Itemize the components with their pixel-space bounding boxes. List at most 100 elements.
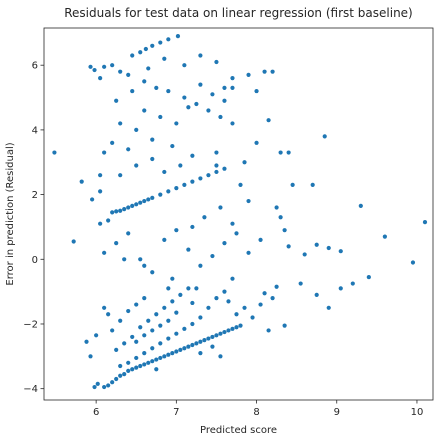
- data-point: [182, 326, 187, 331]
- data-point: [422, 219, 428, 225]
- data-point: [98, 221, 103, 226]
- data-point: [170, 351, 175, 356]
- data-point: [326, 305, 331, 310]
- data-point: [90, 197, 95, 202]
- data-point: [122, 207, 127, 212]
- data-point: [142, 351, 147, 356]
- data-point: [194, 341, 199, 346]
- data-point: [134, 163, 139, 168]
- data-point: [122, 372, 127, 377]
- x-axis-label: Predicted score: [200, 425, 277, 436]
- data-point: [186, 344, 191, 349]
- data-point: [102, 150, 107, 155]
- data-point: [138, 257, 143, 262]
- data-point: [174, 186, 179, 191]
- data-point: [222, 289, 227, 294]
- data-point: [150, 156, 155, 162]
- data-point: [190, 321, 195, 327]
- y-tick-label: 2: [32, 190, 38, 201]
- data-point: [118, 373, 123, 378]
- data-point: [166, 286, 171, 291]
- data-point: [410, 260, 416, 265]
- data-point: [298, 281, 303, 286]
- data-point: [98, 189, 103, 194]
- data-point: [130, 88, 135, 94]
- data-point: [95, 381, 100, 386]
- data-point: [214, 296, 219, 301]
- data-point: [118, 318, 123, 323]
- data-point: [122, 341, 127, 346]
- data-point: [158, 355, 163, 361]
- data-point: [170, 143, 175, 149]
- y-tick-label: −4: [23, 384, 38, 395]
- data-point: [190, 224, 195, 230]
- data-point: [150, 195, 155, 200]
- data-point: [198, 82, 203, 87]
- data-point: [222, 85, 227, 90]
- data-point: [142, 263, 147, 268]
- data-point: [242, 305, 247, 310]
- data-point: [146, 318, 151, 323]
- data-point: [118, 121, 123, 126]
- data-point: [238, 323, 243, 328]
- data-point: [158, 323, 163, 328]
- data-point: [142, 333, 147, 338]
- data-point: [166, 336, 171, 341]
- data-point: [222, 329, 227, 335]
- data-point: [102, 305, 107, 310]
- data-point: [254, 140, 259, 145]
- data-point: [262, 291, 267, 296]
- data-point: [234, 312, 239, 317]
- y-tick-label: 6: [32, 61, 38, 72]
- data-point: [230, 221, 235, 226]
- data-point: [126, 308, 131, 314]
- data-point: [106, 218, 111, 223]
- data-point: [134, 202, 139, 207]
- data-point: [88, 354, 93, 359]
- data-point: [138, 50, 143, 55]
- data-point: [282, 323, 287, 328]
- data-point: [118, 69, 123, 74]
- data-point: [286, 150, 291, 155]
- data-point: [102, 250, 107, 255]
- data-point: [143, 46, 148, 52]
- data-point: [84, 339, 89, 344]
- data-point: [166, 352, 171, 357]
- scatter-points: [52, 33, 428, 390]
- data-point: [218, 205, 223, 210]
- data-point: [326, 245, 331, 251]
- data-point: [246, 198, 251, 204]
- data-point: [254, 88, 259, 94]
- data-point: [314, 242, 319, 247]
- data-point: [230, 76, 235, 81]
- data-point: [134, 365, 139, 370]
- x-tick-label: 7: [173, 407, 179, 418]
- data-point: [266, 118, 271, 123]
- data-point: [162, 305, 167, 310]
- data-point: [214, 333, 219, 338]
- data-point: [190, 153, 195, 158]
- data-point: [230, 326, 235, 331]
- data-point: [190, 179, 195, 184]
- data-point: [178, 163, 183, 168]
- data-point: [170, 299, 175, 304]
- data-point: [146, 197, 151, 202]
- data-point: [92, 67, 97, 73]
- data-point: [214, 169, 219, 175]
- x-tick-label: 9: [334, 407, 340, 418]
- data-point: [114, 241, 119, 246]
- data-point: [154, 367, 159, 372]
- data-point: [150, 359, 155, 364]
- data-point: [166, 318, 171, 323]
- y-tick-label: 4: [32, 125, 38, 136]
- data-point: [150, 270, 155, 275]
- data-point: [230, 276, 235, 281]
- data-point: [202, 215, 207, 220]
- data-point: [206, 305, 211, 310]
- data-point: [322, 134, 327, 139]
- data-point: [142, 79, 147, 84]
- data-point: [106, 383, 111, 388]
- data-point: [186, 286, 191, 291]
- data-point: [98, 76, 103, 81]
